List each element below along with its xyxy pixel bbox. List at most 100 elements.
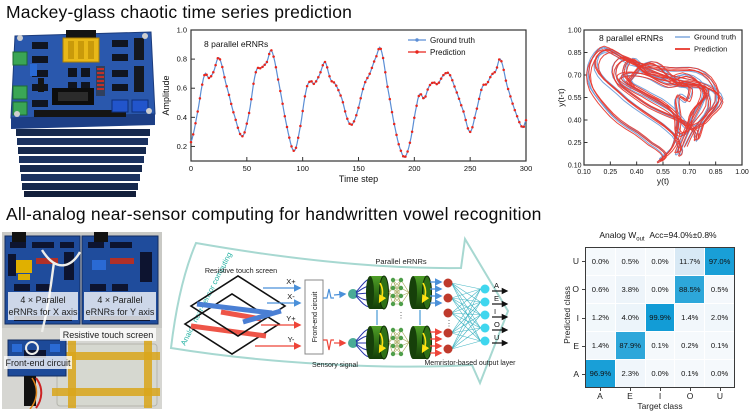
prediction-dot [372,60,376,63]
legend-label: Ground truth [430,36,475,45]
reservoir-node [398,343,404,349]
inplot-label: 8 parallel eRNRs [599,33,663,43]
prediction-dot [334,84,338,87]
ernr-cylinders [366,275,432,360]
y-axis-label: Amplitude [161,75,171,115]
pcb-stack-edges [16,129,150,197]
ellipsis-dots: ⋮ [397,311,405,320]
prediction-dot [254,70,258,74]
wire-white-1 [40,249,82,267]
prediction-dot [216,56,220,60]
reservoir-node [390,285,396,291]
prediction-dot [455,91,459,94]
prediction-dot [482,83,485,87]
reservoir-node [398,293,404,299]
output-class-label: O [494,320,500,329]
mesh-line [400,329,410,343]
prediction-dot [294,146,298,149]
prediction-dot [227,93,231,97]
readout-weight-line [451,282,481,290]
reservoir-node [398,301,404,307]
prediction-dot [214,63,217,67]
prediction-dot [296,136,300,140]
memristor-input-node [443,328,453,338]
legend-label: Ground truth [694,33,736,42]
prediction-dot [457,97,461,100]
prediction-dot [198,97,202,100]
readout-weight-line [451,327,481,334]
readout-weight-line [451,288,481,350]
prediction-dot [424,95,427,98]
frontend-circuit-box [304,279,324,355]
prediction-dot [477,97,481,101]
prediction-dot [426,88,429,91]
x-axis-label: Time step [339,174,378,184]
matrix-row-label: I [576,312,579,323]
y-tick-label: 1.0 [177,26,187,35]
prediction-dot [502,68,505,72]
reservoir-node [390,301,396,307]
touch-screen [52,340,160,408]
y-tick-label: 0.55 [568,95,582,102]
matrix-col-tick [690,388,691,391]
prediction-dot [489,75,492,79]
reservoir-node [398,285,404,291]
y-tick-label: 0.40 [568,117,582,124]
prediction-dot [495,66,499,69]
reservoir-node [398,335,404,341]
prediction-dot [330,80,333,83]
prediction-dot [218,58,222,61]
prediction-dot [319,71,322,74]
near-sensor-computing-diagram: Analog near-sensor computing Resistive t… [169,236,516,386]
y-tick-label: 0.2 [177,142,187,151]
mesh-line [400,279,410,293]
legend-label: Prediction [430,48,466,57]
prediction-dot [453,85,456,88]
phase-portrait-chart: 0.10 0.25 0.40 0.55 0.70 0.85 1.00 0.10 0.25 0.40… [557,27,749,186]
prediction-dot [381,56,385,60]
x-tick-label: 300 [520,164,533,173]
prediction-dot [279,89,282,93]
y-tick-label: 0.8 [177,55,187,64]
hardware-photo-vowel-setup: 4 × Parallel eRNRs for X axis 4 × Parall… [2,232,162,409]
matrix-cell: 0.0% [645,360,675,387]
prediction-dot [283,114,287,118]
prediction-dot [236,126,240,130]
prediction-dot [229,102,233,106]
matrix-col-tick [600,388,601,391]
prediction-dot [261,65,264,69]
prediction-dot [410,130,414,134]
prediction-dot [346,117,349,121]
prediction-dot [189,140,193,144]
reservoir-node [398,351,404,357]
matrix-cell: 2.3% [615,360,645,387]
matrix-row-tick [582,345,585,347]
x-tick-label: 100 [296,164,309,173]
prediction-dot [480,88,483,92]
prediction-dot [288,136,291,139]
x-pulse-waveform [323,288,334,299]
prediction-dot [419,93,423,96]
prediction-dot [272,55,275,58]
reservoir-node [390,327,396,333]
matrix-cell: 0.0% [645,248,675,275]
mesh-line [392,329,402,347]
matrix-cell: 1.2% [586,304,615,331]
cylinder-output-arrows [430,278,443,357]
matrix-cell: 0.1% [675,360,705,387]
prediction-dot [451,78,454,82]
prediction-dot [232,111,235,114]
prediction-dot [221,65,224,69]
matrix-cell: 0.2% [675,332,705,359]
readout-weight-line [451,332,481,342]
prediction-dot [274,66,278,69]
x-tick-label: 0.55 [656,169,670,176]
prediction-dot [509,95,512,98]
prediction-dot [390,110,394,114]
prediction-dot [314,80,318,83]
x-tick-label: 0.70 [683,169,697,176]
sensory-signal-label: Sensory signal [312,362,358,369]
prediction-dot [196,110,199,113]
prediction-dot [515,115,519,118]
